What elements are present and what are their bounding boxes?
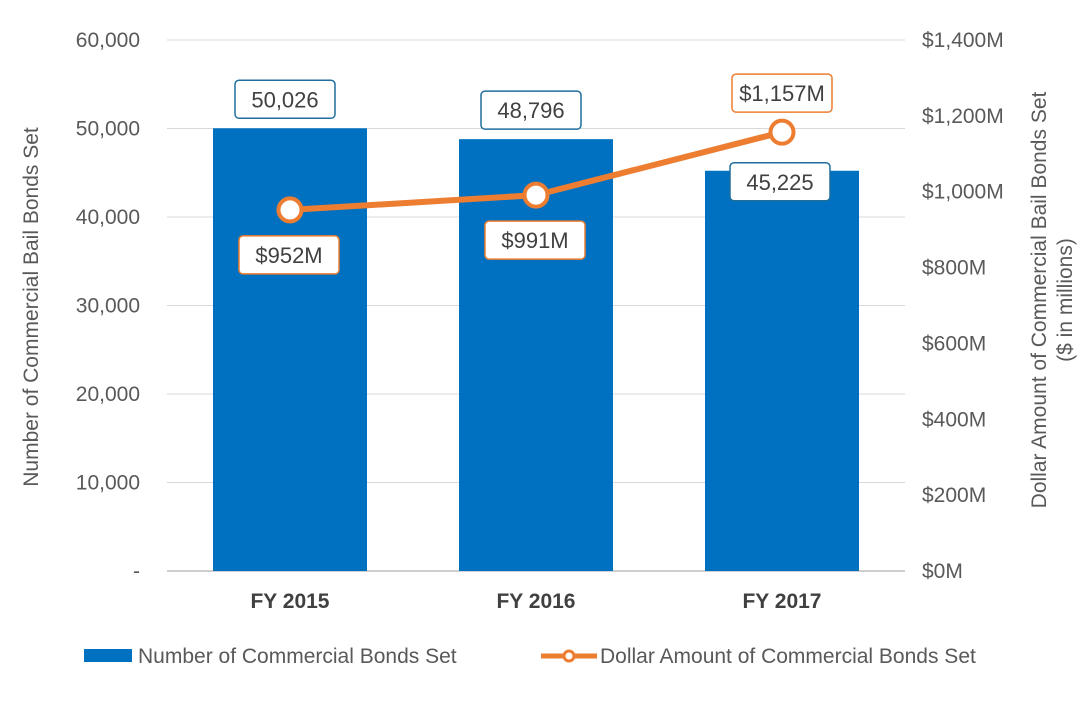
line-marker xyxy=(276,196,304,224)
line-data-label: $1,157M xyxy=(739,81,825,106)
legend-bar-swatch xyxy=(84,649,132,662)
y-right-tick-label: $0M xyxy=(922,560,963,583)
y-left-tick-label: 50,000 xyxy=(76,118,140,141)
line-data-label-box xyxy=(484,220,586,260)
axis-ticks: - 10,000 20,000 30,000 40,000 50,000 60,000 $0M… xyxy=(76,29,1004,613)
y-left-tick-label: 20,000 xyxy=(76,383,140,406)
bar-data-label-box xyxy=(480,90,582,130)
y-right-tick-label: $600M xyxy=(922,332,986,355)
line-marker xyxy=(522,181,550,209)
legend: Number of Commercial Bonds Set Dollar Am… xyxy=(84,645,976,668)
legend-line-label: Dollar Amount of Commercial Bonds Set xyxy=(600,645,976,668)
legend-bar-label: Number of Commercial Bonds Set xyxy=(138,645,457,668)
y-left-tick-label: 40,000 xyxy=(76,206,140,229)
x-category-label: FY 2015 xyxy=(250,590,329,613)
line-data-label: $952M xyxy=(255,243,322,268)
line-data-label-box xyxy=(238,235,340,275)
y-right-tick-label: $1,000M xyxy=(922,181,1004,204)
y-left-axis-title: Number of Commercial Bail Bonds Set xyxy=(20,127,43,487)
line-series xyxy=(276,118,796,224)
y-right-tick-label: $400M xyxy=(922,408,986,431)
bar-data-label: 50,026 xyxy=(251,87,318,112)
y-right-tick-label: $1,200M xyxy=(922,105,1004,128)
line-data-label: $991M xyxy=(501,228,568,253)
y-left-tick-label: - xyxy=(133,560,140,583)
bar-data-label-box xyxy=(234,79,336,120)
bar xyxy=(705,170,859,572)
y-right-axis-subtitle: ($ in millions) xyxy=(1054,238,1077,362)
line-data-label-box xyxy=(731,73,833,113)
y-left-tick-label: 10,000 xyxy=(76,472,140,495)
x-category-label: FY 2016 xyxy=(496,590,575,613)
bars xyxy=(213,128,859,572)
y-left-tick-label: 60,000 xyxy=(76,29,140,52)
y-right-tick-label: $1,400M xyxy=(922,29,1004,52)
data-labels: 50,026 48,796 45,225 $952M $991M $1,157M xyxy=(234,73,833,275)
bar-data-label: 48,796 xyxy=(497,98,564,123)
line-marker xyxy=(768,118,796,146)
y-left-tick-label: 30,000 xyxy=(76,295,140,318)
bar-data-label: 45,225 xyxy=(746,170,813,195)
y-right-axis-title: Dollar Amount of Commercial Bail Bonds S… xyxy=(1028,92,1051,509)
legend-line-marker xyxy=(562,649,576,663)
y-right-tick-label: $200M xyxy=(922,484,986,507)
x-category-label: FY 2017 xyxy=(742,590,821,613)
bar xyxy=(459,139,613,571)
y-right-tick-label: $800M xyxy=(922,257,986,280)
bar xyxy=(213,128,367,571)
bar-data-label-box xyxy=(729,162,831,202)
